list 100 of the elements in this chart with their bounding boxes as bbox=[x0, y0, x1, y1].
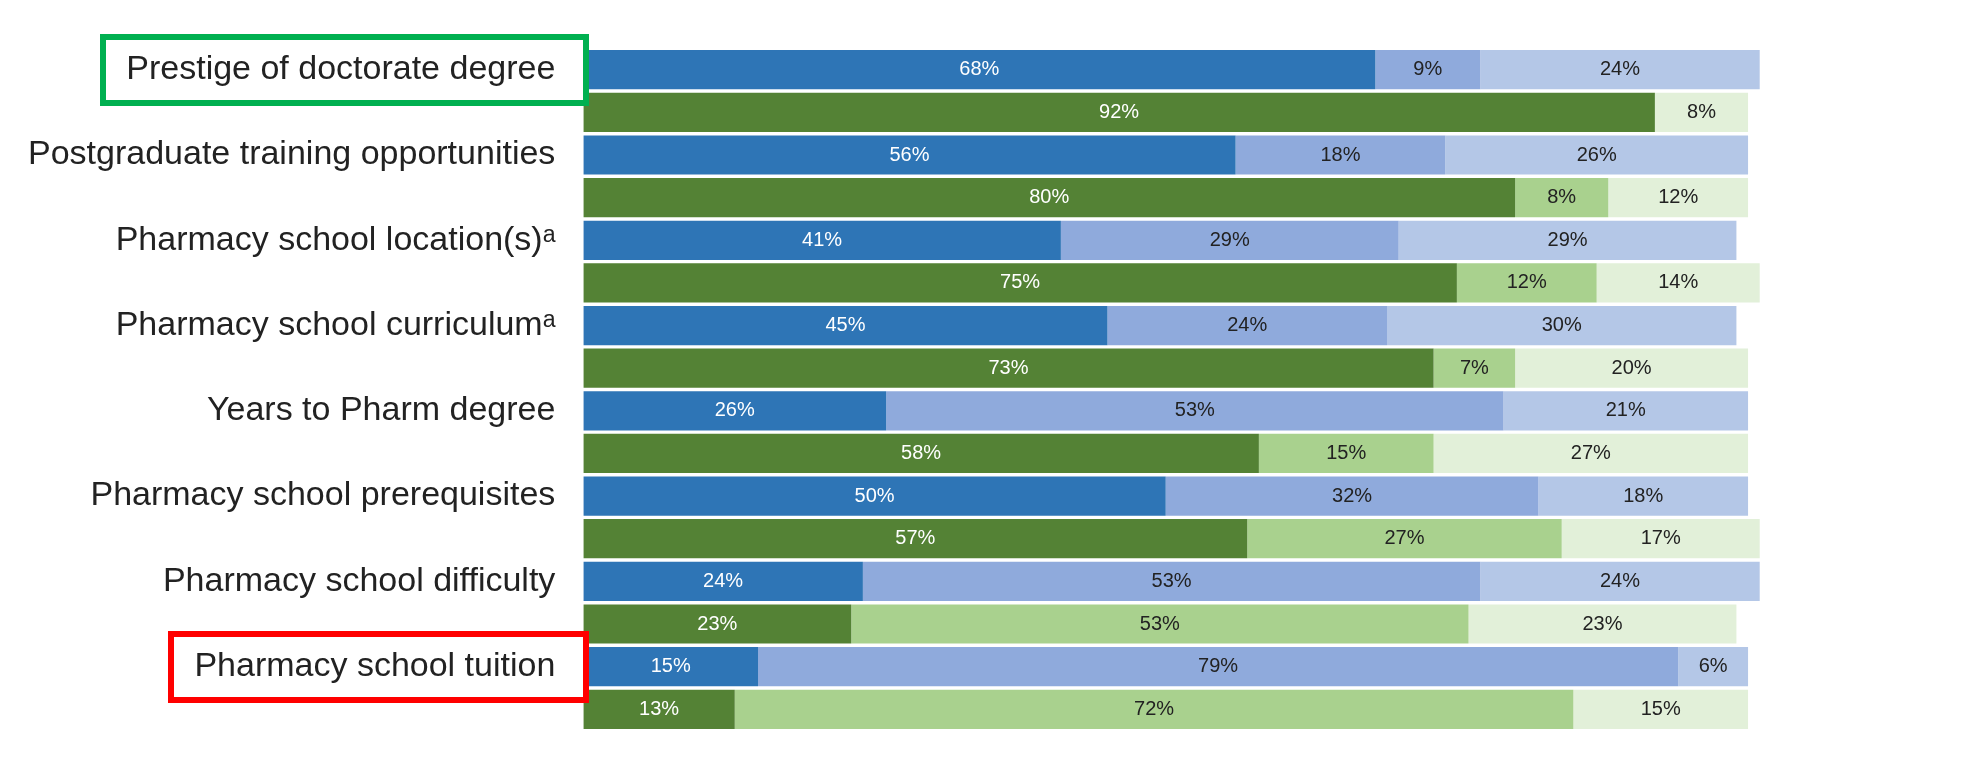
y-tick-label: Pharmacy school difficulty bbox=[162, 559, 556, 598]
bar bbox=[583, 263, 1457, 303]
bar bbox=[1258, 433, 1434, 474]
bar bbox=[1468, 604, 1737, 644]
bar bbox=[583, 476, 1166, 516]
data-label: 8% bbox=[1687, 99, 1717, 122]
y-tick-label: Pharmacy school curriculumᵃ bbox=[115, 303, 556, 342]
data-label: 29% bbox=[1547, 227, 1588, 250]
data-label: 14% bbox=[1658, 270, 1699, 293]
data-label: 53% bbox=[1151, 568, 1192, 591]
data-label: 20% bbox=[1611, 355, 1652, 378]
bar bbox=[583, 178, 1516, 218]
bar bbox=[862, 561, 1481, 601]
bar bbox=[583, 135, 1236, 175]
y-tick-label: Pharmacy school prerequisites bbox=[90, 474, 556, 513]
data-label: 68% bbox=[959, 57, 1000, 80]
data-label: 24% bbox=[1599, 57, 1641, 80]
bar bbox=[1561, 519, 1760, 559]
data-label: 15% bbox=[1326, 440, 1367, 463]
bar bbox=[1480, 561, 1760, 601]
bar bbox=[583, 433, 1259, 474]
bar bbox=[1503, 391, 1749, 431]
bar bbox=[583, 604, 852, 644]
data-label: 26% bbox=[1576, 142, 1617, 165]
bar bbox=[1456, 263, 1597, 303]
data-label: 57% bbox=[895, 526, 936, 549]
bar bbox=[1596, 263, 1760, 303]
bar bbox=[1654, 92, 1749, 132]
bar bbox=[1678, 647, 1749, 687]
bar bbox=[1480, 50, 1760, 90]
data-label: 12% bbox=[1506, 270, 1547, 293]
data-label: 24% bbox=[1599, 568, 1641, 591]
bar bbox=[758, 647, 1679, 687]
bar bbox=[1515, 348, 1749, 388]
data-label: 80% bbox=[1029, 185, 1070, 208]
data-label: 15% bbox=[650, 654, 691, 677]
data-label: 23% bbox=[1582, 611, 1623, 634]
bar bbox=[583, 689, 735, 729]
bar bbox=[1573, 689, 1749, 729]
data-label: 79% bbox=[1198, 654, 1239, 677]
y-tick-label: Prestige of doctorate degree bbox=[126, 48, 556, 87]
bar bbox=[583, 519, 1248, 559]
y-tick-label: Postgraduate training opportunities bbox=[27, 133, 556, 172]
data-label: 75% bbox=[1000, 270, 1041, 293]
data-label: 15% bbox=[1640, 696, 1681, 719]
data-label: 72% bbox=[1134, 696, 1175, 719]
data-label: 13% bbox=[639, 696, 680, 719]
data-label: 18% bbox=[1320, 142, 1361, 165]
bar bbox=[1247, 519, 1562, 559]
data-label: 23% bbox=[697, 611, 738, 634]
data-label: 58% bbox=[901, 440, 942, 463]
bar bbox=[1107, 305, 1387, 346]
bar bbox=[1060, 220, 1399, 260]
bar bbox=[1387, 305, 1737, 346]
data-label: 9% bbox=[1413, 57, 1443, 80]
bar bbox=[1608, 178, 1749, 218]
y-tick-label: Pharmacy school location(s)ᵃ bbox=[115, 218, 556, 257]
data-label: 21% bbox=[1605, 398, 1646, 421]
bar bbox=[1235, 135, 1446, 175]
data-label: 27% bbox=[1384, 526, 1425, 549]
bar bbox=[1445, 135, 1749, 175]
data-label: 30% bbox=[1541, 313, 1582, 336]
bar bbox=[1538, 476, 1749, 516]
data-label: 17% bbox=[1640, 526, 1681, 549]
bar bbox=[886, 391, 1504, 431]
bar bbox=[1433, 348, 1516, 388]
data-label: 50% bbox=[854, 483, 895, 506]
data-label: 8% bbox=[1547, 185, 1577, 208]
bar bbox=[583, 348, 1434, 388]
data-label: 6% bbox=[1698, 654, 1728, 677]
data-label: 7% bbox=[1459, 355, 1490, 378]
bar bbox=[734, 689, 1574, 729]
y-tick-label: Pharmacy school tuition bbox=[194, 645, 556, 684]
bar bbox=[583, 92, 1655, 132]
bar bbox=[1375, 50, 1481, 90]
data-label: 32% bbox=[1332, 483, 1373, 506]
data-label: 53% bbox=[1139, 611, 1181, 634]
bar bbox=[851, 604, 1469, 644]
data-label: 27% bbox=[1570, 440, 1612, 463]
data-label: 26% bbox=[714, 398, 755, 421]
data-label: 18% bbox=[1623, 483, 1664, 506]
bar bbox=[583, 391, 887, 431]
bar bbox=[583, 561, 863, 601]
bar bbox=[1433, 433, 1749, 474]
bar bbox=[1165, 476, 1539, 516]
bar bbox=[1515, 178, 1609, 218]
y-tick-label: Years to Pharm degree bbox=[206, 389, 556, 428]
data-label: 41% bbox=[802, 227, 843, 250]
bar bbox=[583, 220, 1061, 260]
data-label: 24% bbox=[703, 568, 744, 591]
data-label: 53% bbox=[1174, 398, 1216, 421]
data-label: 56% bbox=[889, 142, 930, 165]
bar bbox=[583, 305, 1108, 346]
data-label: 45% bbox=[825, 313, 866, 336]
data-label: 12% bbox=[1658, 185, 1699, 208]
data-label: 29% bbox=[1209, 227, 1250, 250]
data-label: 24% bbox=[1227, 313, 1268, 336]
bar bbox=[1398, 220, 1737, 260]
data-label: 92% bbox=[1099, 99, 1140, 122]
data-label: 73% bbox=[988, 355, 1029, 378]
